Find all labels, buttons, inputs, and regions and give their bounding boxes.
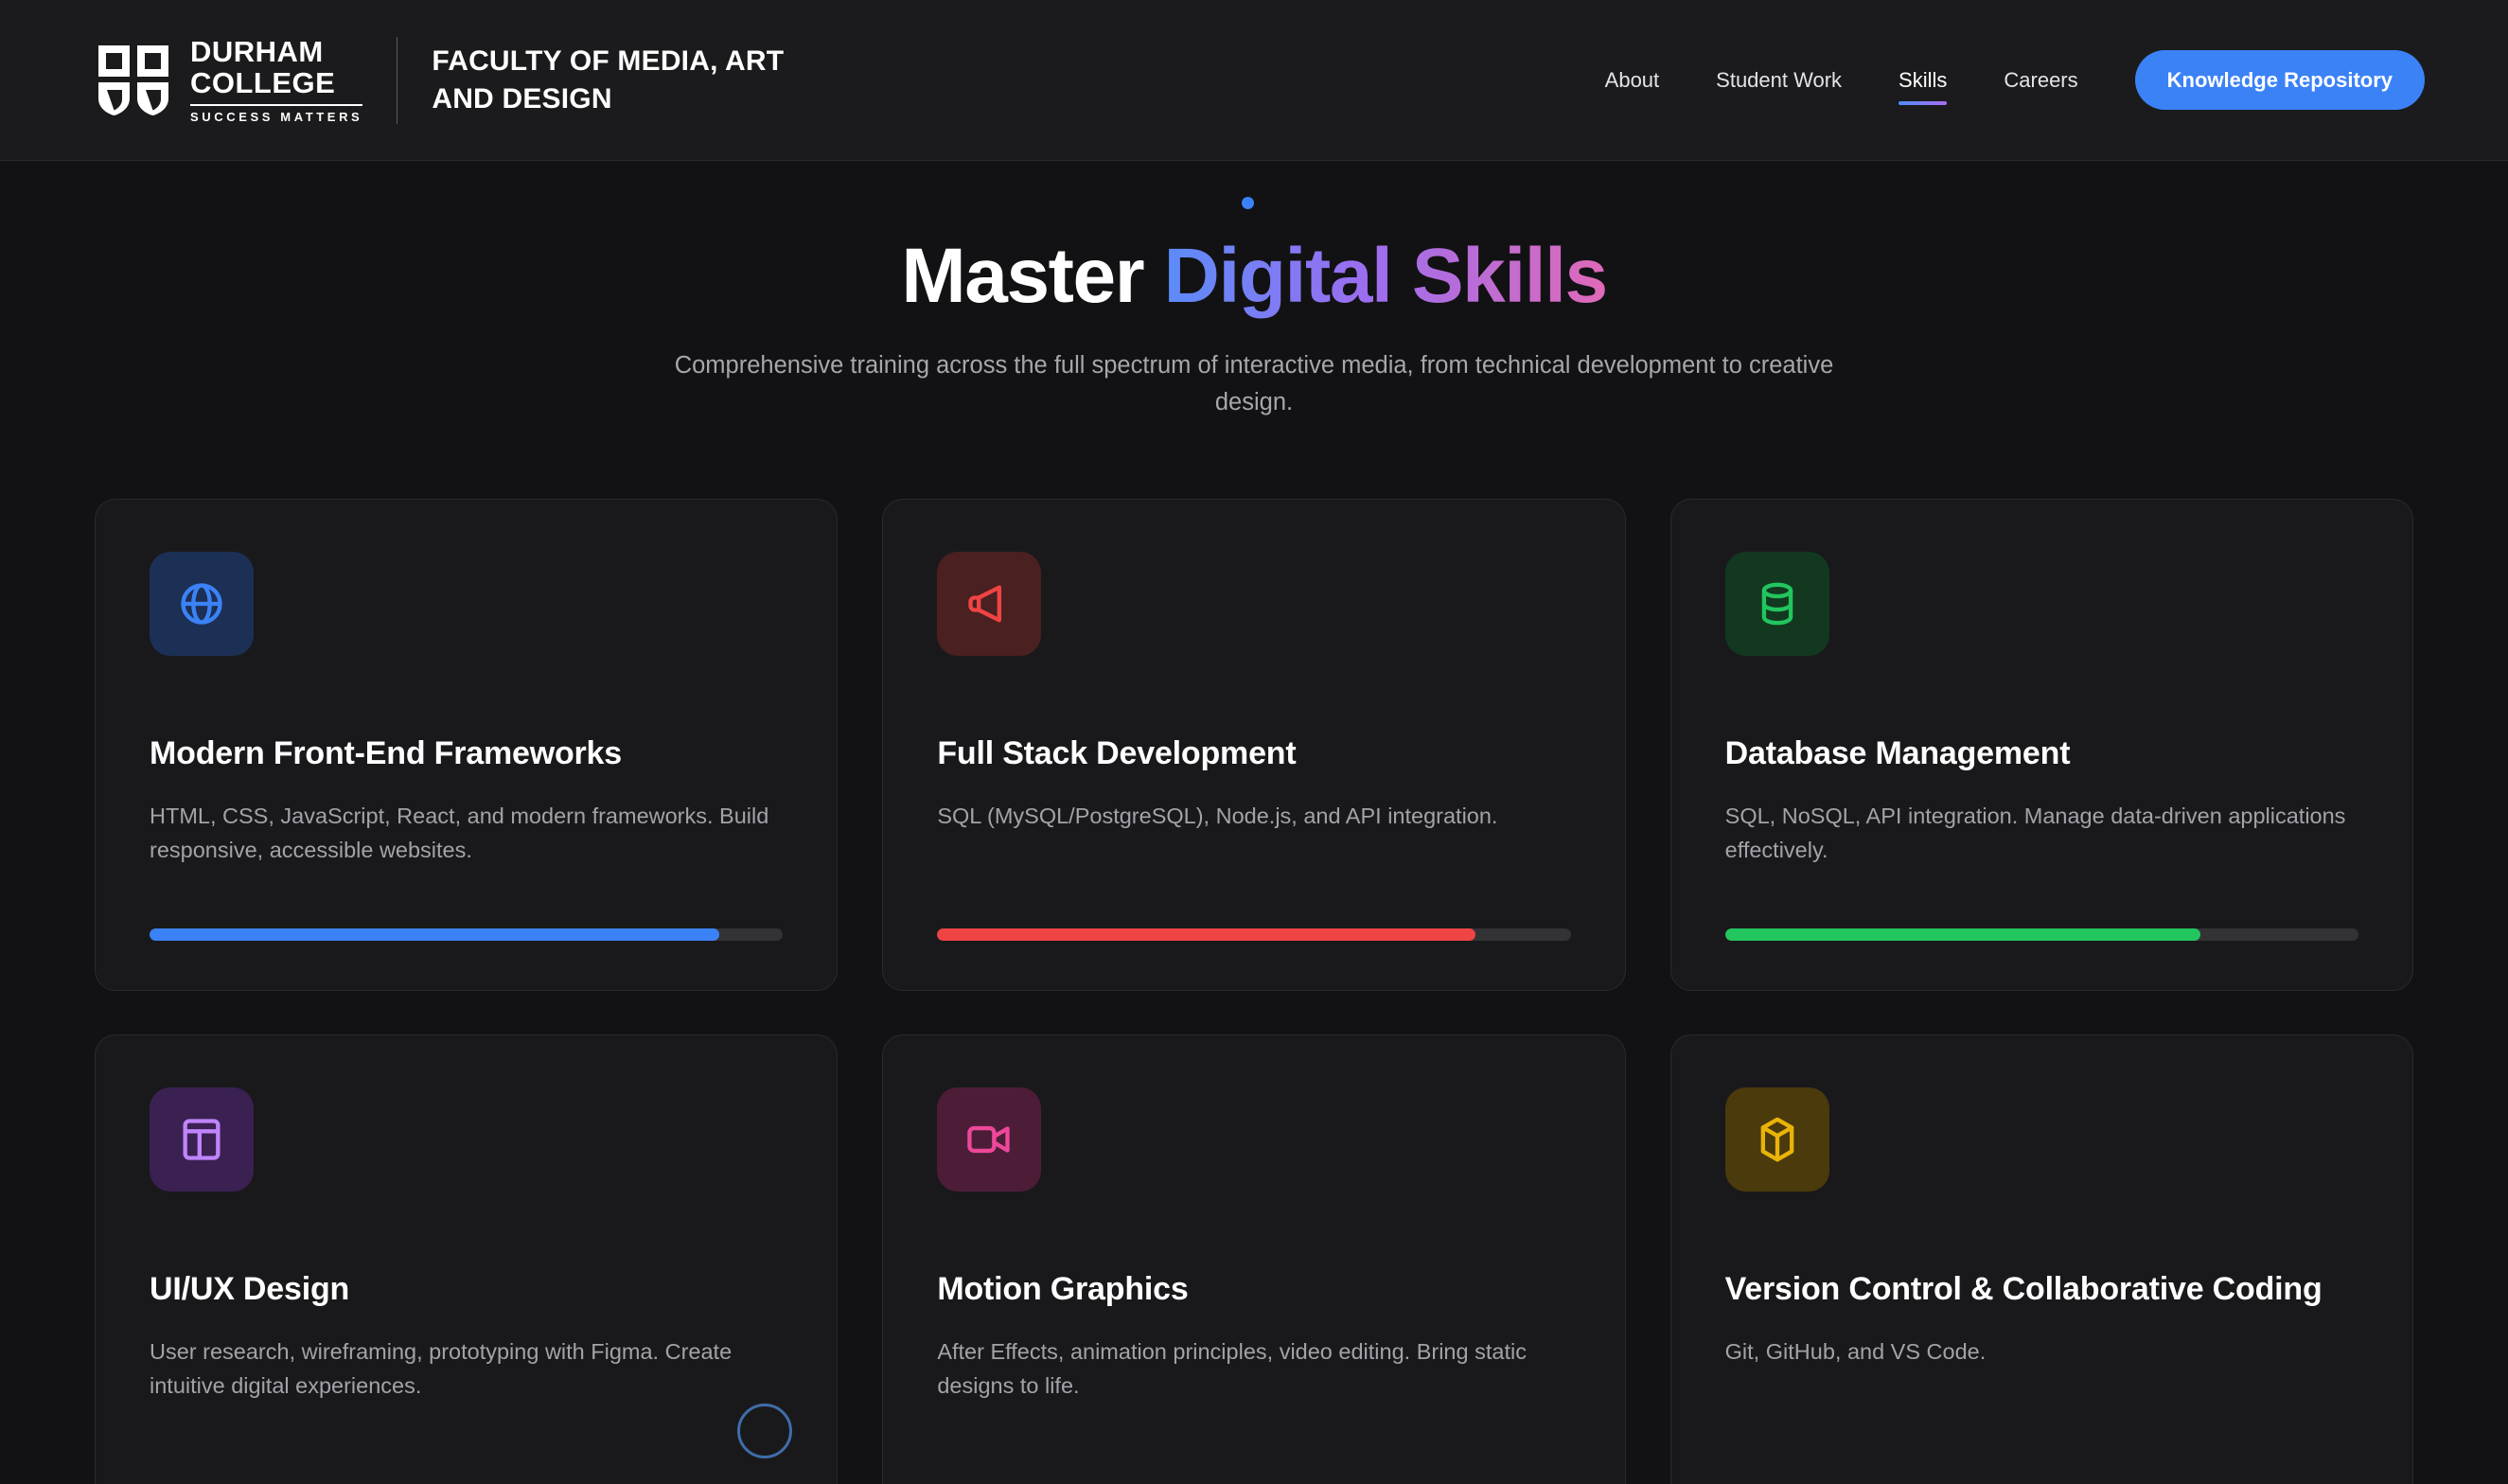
logo-wordmark: DURHAM COLLEGE SUCCESS MATTERS [190, 35, 363, 124]
durham-shield-icon [98, 44, 168, 115]
skill-progress-fill [937, 928, 1476, 941]
nav-item-skills[interactable]: Skills [1899, 59, 1948, 105]
nav-item-careers[interactable]: Careers [2004, 67, 2078, 92]
page-title-gradient: Digital Skills [1163, 233, 1608, 319]
page-title: Master Digital Skills [0, 238, 2508, 315]
logo-rule [190, 103, 363, 106]
skill-progress-fill [150, 928, 720, 941]
skill-icon-container [1724, 1086, 1829, 1192]
skill-progress-track [937, 928, 1571, 941]
skill-card[interactable]: Full Stack Development SQL (MySQL/Postgr… [882, 498, 1626, 991]
logo-tagline: SUCCESS MATTERS [190, 109, 363, 124]
skills-grid: Modern Front-End Frameworks HTML, CSS, J… [0, 421, 2508, 1484]
skill-card[interactable]: Modern Front-End Frameworks HTML, CSS, J… [95, 498, 839, 991]
skill-title: Database Management [1724, 734, 2071, 771]
skill-icon-container [150, 551, 254, 656]
globe-icon [181, 582, 222, 625]
skill-description: SQL, NoSQL, API integration. Manage data… [1724, 804, 2346, 862]
page-title-plain: Master [901, 233, 1144, 319]
logo-line-college: COLLEGE [190, 66, 336, 99]
skill-description: HTML, CSS, JavaScript, React, and modern… [150, 804, 769, 862]
megaphone-icon [968, 585, 1002, 622]
skill-description: After Effects, animation principles, vid… [937, 1339, 1527, 1398]
skill-description: SQL (MySQL/PostgreSQL), Node.js, and API… [937, 804, 1498, 829]
skill-card[interactable]: Motion Graphics After Effects, animation… [882, 1034, 1626, 1484]
skill-icon-container [937, 1086, 1042, 1192]
skill-icon-container [937, 551, 1042, 656]
nav-item-student-work[interactable]: Student Work [1716, 67, 1843, 92]
hero-accent-dot [1241, 197, 1254, 209]
brand-lockup[interactable]: DURHAM COLLEGE SUCCESS MATTERS FACULTY O… [95, 35, 839, 124]
skill-progress-fill [1724, 928, 2200, 941]
skill-progress-track [1724, 928, 2358, 941]
faculty-title: FACULTY OF MEDIA, ART AND DESIGN [432, 44, 785, 115]
cube-icon [1760, 1117, 1793, 1161]
durham-college-logo[interactable]: DURHAM COLLEGE SUCCESS MATTERS [95, 35, 363, 124]
skill-description: Git, GitHub, and VS Code. [1724, 1339, 1987, 1365]
skill-title: UI/UX Design [150, 1270, 350, 1307]
skill-title: Version Control & Collaborative Coding [1724, 1270, 2323, 1307]
skill-card[interactable]: UI/UX Design User research, wireframing,… [95, 1034, 839, 1484]
main-nav: About Student Work Skills Careers Knowle… [1605, 50, 2425, 110]
hero-section: Master Digital Skills Comprehensive trai… [0, 161, 2508, 421]
site-header: DURHAM COLLEGE SUCCESS MATTERS FACULTY O… [0, 0, 2508, 161]
nav-item-about[interactable]: About [1604, 67, 1660, 92]
knowledge-repository-button[interactable]: Knowledge Repository [2134, 50, 2425, 110]
logo-line-durham: DURHAM [190, 35, 324, 69]
skill-progress-track [150, 928, 784, 941]
video-camera-icon [967, 1125, 1010, 1153]
skill-card[interactable]: Database Management SQL, NoSQL, API inte… [1669, 498, 2413, 991]
skill-icon-container [150, 1086, 254, 1192]
hero-subtitle: Comprehensive training across the full s… [674, 352, 1834, 415]
skill-description: User research, wireframing, prototyping … [150, 1339, 733, 1398]
database-icon [1761, 582, 1793, 625]
layout-panel-icon [183, 1118, 221, 1160]
skill-card[interactable]: Version Control & Collaborative Coding G… [1669, 1034, 2413, 1484]
skill-title: Full Stack Development [937, 734, 1297, 771]
skill-icon-container [1724, 551, 1829, 656]
skill-title: Modern Front-End Frameworks [150, 734, 622, 771]
skill-title: Motion Graphics [937, 1270, 1189, 1307]
